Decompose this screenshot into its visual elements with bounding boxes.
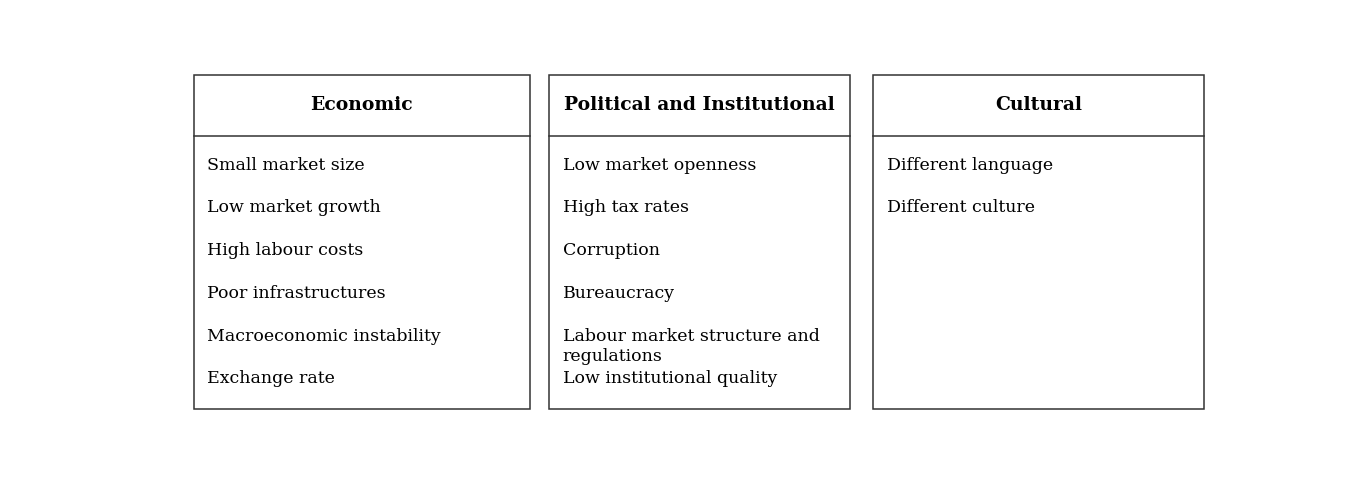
Text: Low market openness: Low market openness [563, 156, 756, 173]
Text: Small market size: Small market size [207, 156, 366, 173]
FancyBboxPatch shape [194, 75, 529, 410]
FancyBboxPatch shape [548, 75, 850, 410]
Text: Macroeconomic instability: Macroeconomic instability [207, 327, 441, 344]
Text: Labour market structure and
regulations: Labour market structure and regulations [563, 327, 820, 366]
Text: Bureaucracy: Bureaucracy [563, 285, 675, 302]
Text: Low institutional quality: Low institutional quality [563, 370, 777, 387]
Text: Different language: Different language [887, 156, 1053, 173]
Text: Political and Institutional: Political and Institutional [565, 97, 835, 114]
Text: Economic: Economic [311, 97, 413, 114]
Text: Poor infrastructures: Poor infrastructures [207, 285, 386, 302]
Text: Corruption: Corruption [563, 242, 660, 259]
Text: Different culture: Different culture [887, 199, 1035, 216]
Text: Low market growth: Low market growth [207, 199, 382, 216]
FancyBboxPatch shape [873, 75, 1204, 410]
Text: Exchange rate: Exchange rate [207, 370, 336, 387]
Text: Cultural: Cultural [996, 97, 1083, 114]
Text: High labour costs: High labour costs [207, 242, 364, 259]
Text: High tax rates: High tax rates [563, 199, 689, 216]
